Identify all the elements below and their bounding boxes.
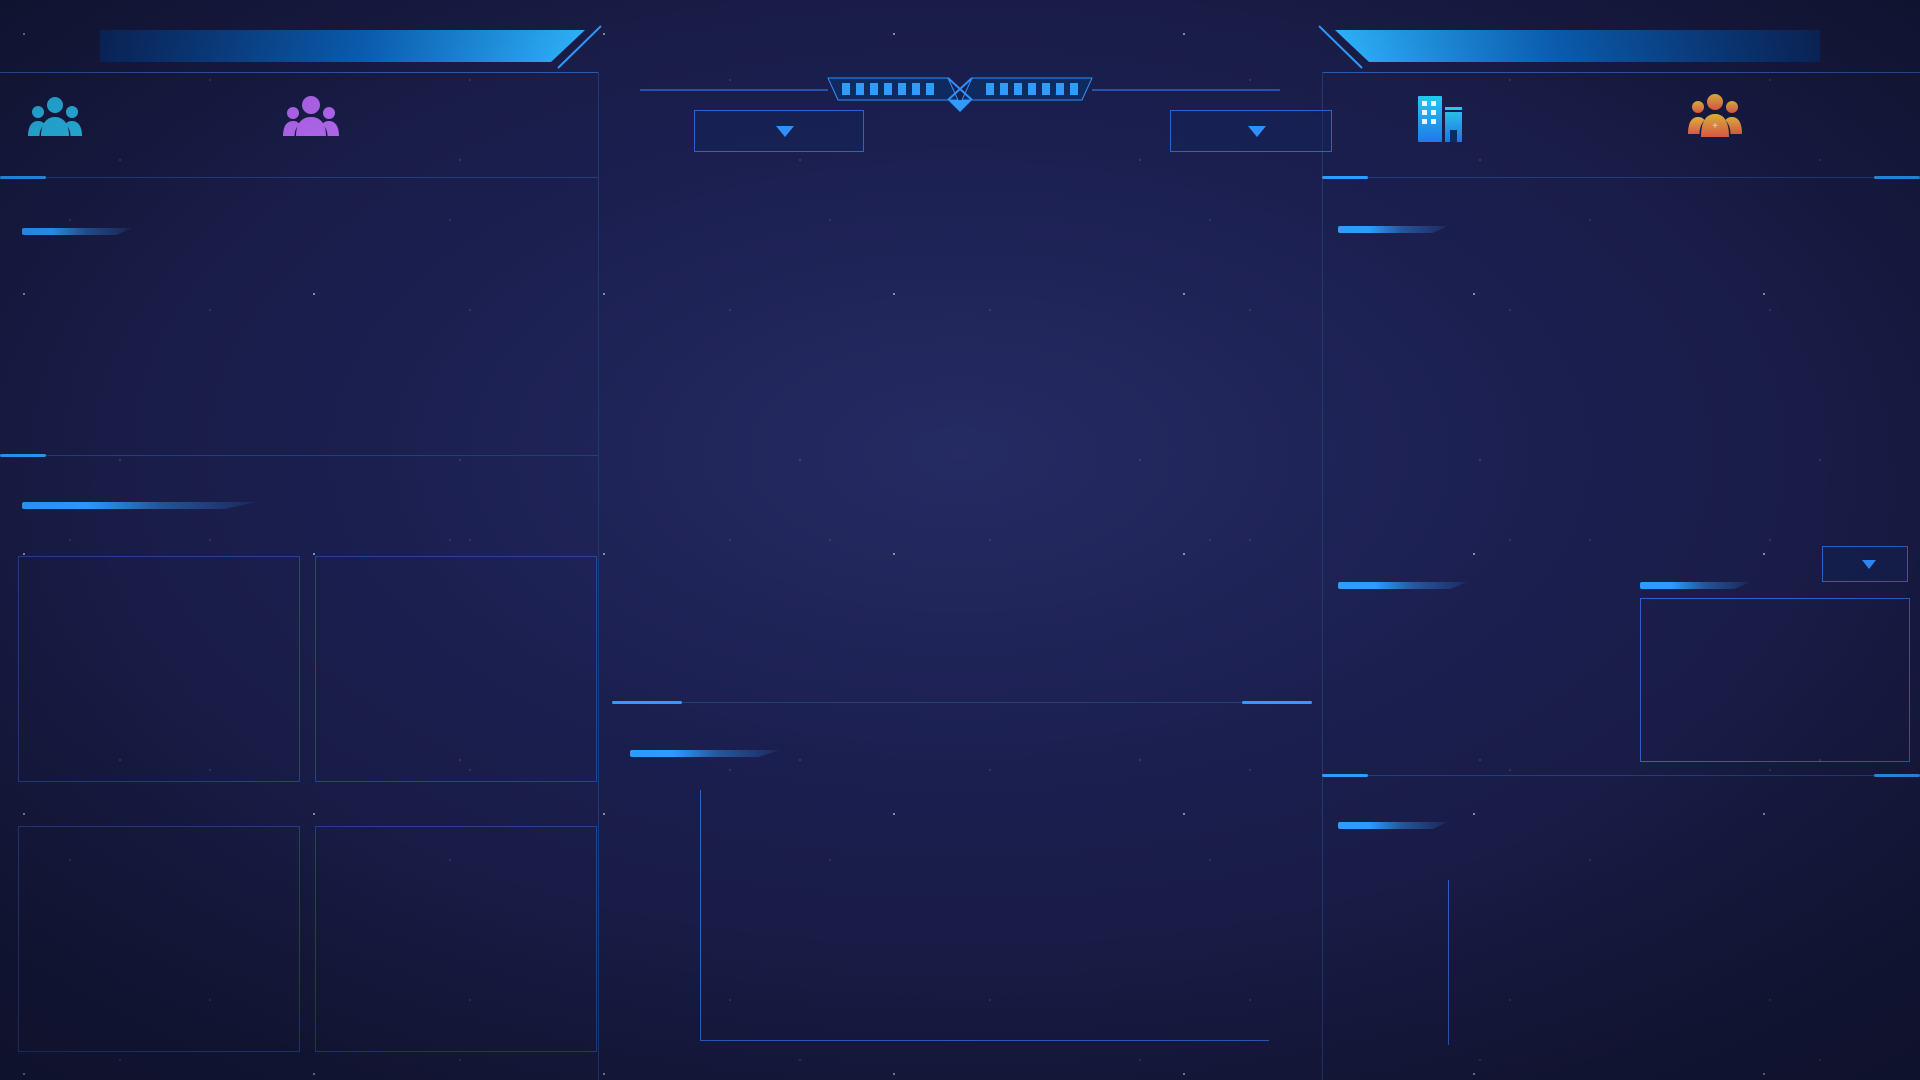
svg-text:+: + <box>1712 121 1718 132</box>
title-underline <box>1338 582 1468 589</box>
title-underline <box>22 502 257 509</box>
city-map[interactable] <box>618 148 1310 705</box>
title-underline <box>1338 822 1448 829</box>
users-group-icon <box>28 97 82 136</box>
donut-inspected-products[interactable] <box>392 872 518 998</box>
experts-group-icon: + <box>1688 94 1742 137</box>
right-panel-top-border <box>1322 72 1920 73</box>
online-users-icon <box>283 96 339 136</box>
title-underline <box>630 750 780 757</box>
livestock-month-labels <box>1448 1052 1905 1072</box>
title-underline <box>22 228 132 235</box>
product-select[interactable] <box>1822 546 1908 582</box>
agri-distribution-rose-chart[interactable] <box>1340 226 1900 516</box>
title-underline <box>1640 582 1750 589</box>
region-select[interactable] <box>694 110 864 152</box>
pie-supervision-products[interactable] <box>86 872 218 1004</box>
chevron-down-icon <box>1248 125 1266 137</box>
pie-supervision-objects[interactable] <box>86 600 218 732</box>
right-panel-separator <box>1322 72 1323 1080</box>
divider <box>0 454 598 457</box>
left-panel-top-border <box>0 72 598 73</box>
divider <box>612 701 1312 704</box>
distribution-select[interactable] <box>1170 110 1332 152</box>
animal-selector-row <box>1428 834 1906 870</box>
buildings-icon <box>1418 96 1462 142</box>
donut-inspected-units[interactable] <box>392 602 518 728</box>
divider <box>1322 774 1920 777</box>
chevron-down-icon <box>1862 559 1876 569</box>
expert-y-ticks <box>648 790 694 1050</box>
chevron-down-icon <box>776 125 794 137</box>
divider <box>1322 176 1920 179</box>
price-trend-chart-box <box>1640 598 1910 762</box>
expert-x-labels <box>700 1044 1268 1080</box>
left-panel-separator <box>598 72 599 1080</box>
price-trend-chart <box>1641 599 1909 759</box>
divider <box>0 176 598 179</box>
livestock-chart <box>1448 880 1906 1045</box>
expert-service-chart <box>700 790 1269 1041</box>
